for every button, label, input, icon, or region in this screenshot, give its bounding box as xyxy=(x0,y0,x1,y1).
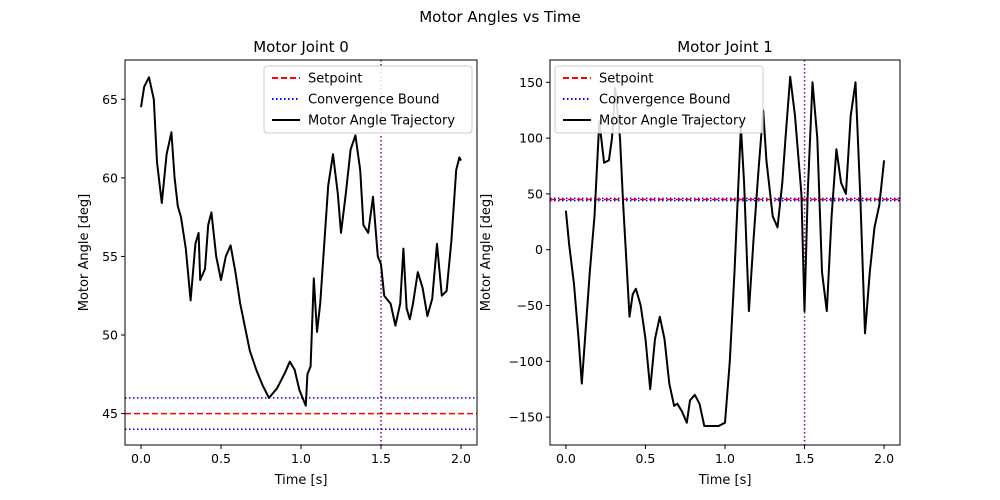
subplot-0: 0.0 0.5 1.0 1.5 2.0 45 50 55 60 65 Motor Joint 0 Ti… xyxy=(77,38,478,488)
y-tick-label: −100 xyxy=(509,354,543,369)
x-tick-label: 2.0 xyxy=(874,451,894,466)
legend-label: Convergence Bound xyxy=(308,93,439,108)
y-tick-label: 60 xyxy=(102,170,118,185)
legend-label: Motor Angle Trajectory xyxy=(599,114,746,129)
y-tick-label: 50 xyxy=(527,186,543,201)
subplot-title: Motor Joint 0 xyxy=(253,38,349,56)
y-axis-label: Motor Angle [deg] xyxy=(479,194,494,311)
y-tick-label: 0 xyxy=(535,242,543,257)
x-tick-label: 2.0 xyxy=(451,451,471,466)
y-tick-label: 150 xyxy=(519,75,543,90)
y-tick-label: 100 xyxy=(519,131,543,146)
x-tick-label: 1.0 xyxy=(715,451,735,466)
y-tick-label: 65 xyxy=(102,92,118,107)
x-tick-label: 0.5 xyxy=(211,451,231,466)
subplot-1: 0.0 0.5 1.0 1.5 2.0 −150 −100 −50 0 50 100 150 Motor… xyxy=(479,38,901,488)
x-tick-label: 0.5 xyxy=(636,451,656,466)
x-tick-label: 1.5 xyxy=(371,451,391,466)
x-tick-label: 0.0 xyxy=(131,451,151,466)
legend-box xyxy=(263,65,473,134)
legend: Setpoint Convergence Bound Motor Angle Tra… xyxy=(554,65,764,134)
x-tick-label: 1.0 xyxy=(291,451,311,466)
y-axis-label: Motor Angle [deg] xyxy=(77,194,92,311)
legend-label: Motor Angle Trajectory xyxy=(308,114,455,129)
y-tick-label: 55 xyxy=(102,249,118,264)
y-tick-label: 45 xyxy=(102,406,118,421)
subplots: 0.0 0.5 1.0 1.5 2.0 45 50 55 60 65 Motor Joint 0 Ti… xyxy=(77,38,901,488)
x-tick-label: 1.5 xyxy=(795,451,815,466)
x-tick-label: 0.0 xyxy=(556,451,576,466)
legend-box xyxy=(554,65,764,134)
legend: Setpoint Convergence Bound Motor Angle Tra… xyxy=(263,65,473,134)
y-tick-label: −50 xyxy=(517,298,543,313)
legend-label: Setpoint xyxy=(599,72,654,87)
legend-label: Setpoint xyxy=(308,72,363,87)
x-axis-label: Time [s] xyxy=(698,473,752,488)
subplot-title: Motor Joint 1 xyxy=(677,38,773,56)
trajectory-series xyxy=(140,76,462,407)
x-axis-label: Time [s] xyxy=(274,473,328,488)
y-tick-label: −150 xyxy=(509,410,543,425)
figure-title: Motor Angles vs Time xyxy=(419,8,581,26)
legend-label: Convergence Bound xyxy=(599,93,730,108)
y-tick-label: 50 xyxy=(102,328,118,343)
